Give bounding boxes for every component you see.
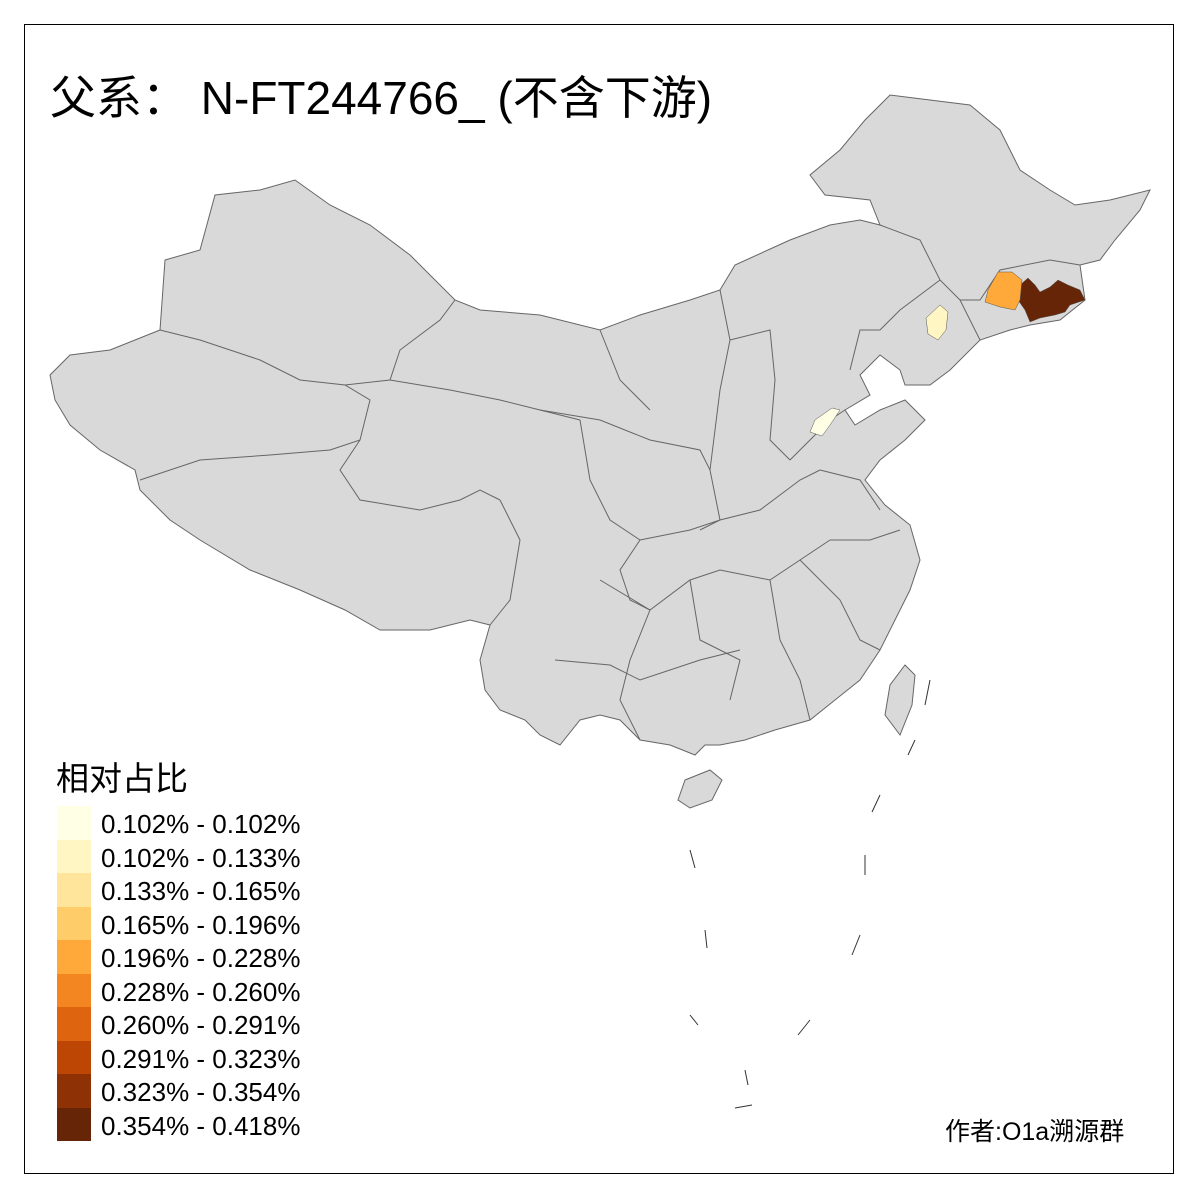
- legend-title: 相对占比: [56, 760, 188, 797]
- legend-swatch: [57, 940, 91, 974]
- map-frame: [24, 24, 1174, 1174]
- legend-item: 0.323% - 0.354%: [57, 1074, 357, 1108]
- legend-label: 0.196% - 0.228%: [101, 943, 301, 973]
- legend-label: 0.323% - 0.354%: [101, 1077, 301, 1107]
- legend-swatch: [57, 1040, 91, 1074]
- legend-label: 0.165% - 0.196%: [101, 909, 301, 940]
- legend-swatch: [57, 1074, 91, 1108]
- legend-item: 0.260% - 0.291%: [57, 1007, 357, 1041]
- map-title: 父系： N-FT244766_ (不含下游): [50, 72, 713, 124]
- legend-label: 0.102% - 0.102%: [101, 809, 301, 839]
- legend-item: 0.196% - 0.228%: [57, 940, 357, 974]
- south-sea-islands: [689, 679, 931, 1109]
- province-borders: [139, 224, 1081, 741]
- legend-item: 0.102% - 0.133%: [57, 839, 357, 873]
- legend-label: 0.133% - 0.165%: [101, 876, 301, 906]
- legend-item: 0.165% - 0.196%: [57, 906, 357, 940]
- highlighted-region-bin-9[interactable]: [1017, 277, 1086, 323]
- highlighted-region-bin-0[interactable]: [809, 407, 841, 437]
- legend-label: 0.291% - 0.323%: [101, 1043, 301, 1074]
- legend-item: 0.228% - 0.260%: [57, 973, 357, 1007]
- legend-swatch: [57, 873, 91, 907]
- legend-label: 0.228% - 0.260%: [101, 976, 301, 1007]
- hainan-island: [677, 769, 723, 809]
- legend-label: 0.102% - 0.133%: [101, 842, 301, 873]
- legend-item: 0.291% - 0.323%: [57, 1040, 357, 1074]
- legend-item: 0.354% - 0.418%: [57, 1107, 357, 1141]
- legend-swatch: [57, 839, 91, 873]
- author-credit: 作者:O1a溯源群: [945, 1118, 1125, 1146]
- highlighted-region-bin-4[interactable]: [984, 271, 1023, 311]
- legend-swatch: [57, 806, 91, 840]
- legend-label: 0.260% - 0.291%: [101, 1010, 301, 1040]
- highlighted-region-bin-1[interactable]: [925, 304, 949, 341]
- legend-item: 0.102% - 0.102%: [57, 806, 357, 840]
- legend-label: 0.354% - 0.418%: [101, 1110, 301, 1141]
- legend-item: 0.133% - 0.165%: [57, 873, 357, 907]
- legend-swatch: [57, 906, 91, 940]
- taiwan-island: [884, 664, 916, 737]
- china-mainland: [49, 94, 1151, 756]
- legend-swatch: [57, 973, 91, 1007]
- legend-swatch: [57, 1007, 91, 1041]
- legend-swatch: [57, 1107, 91, 1141]
